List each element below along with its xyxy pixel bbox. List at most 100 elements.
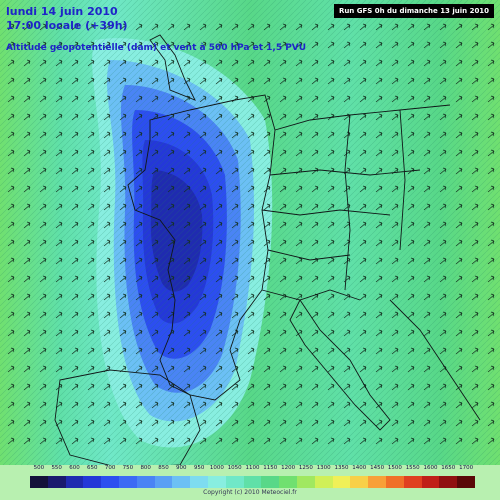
- wind-barb: [151, 329, 159, 337]
- wind-barb: [311, 365, 319, 373]
- wind-barb: [279, 221, 287, 229]
- legend-swatch: [439, 476, 458, 488]
- wind-barb: [359, 149, 367, 157]
- wind-barb: [119, 329, 127, 337]
- wind-barb: [455, 221, 463, 229]
- wind-barb: [295, 239, 303, 247]
- wind-barb: [71, 149, 79, 157]
- wind-barb: [263, 257, 271, 265]
- wind-barb: [103, 437, 111, 445]
- wind-barb: [71, 329, 79, 337]
- wind-barb: [87, 257, 95, 265]
- wind-barb: [487, 275, 495, 283]
- wind-barb: [231, 167, 239, 175]
- wind-barb: [55, 185, 63, 193]
- wind-barb: [487, 311, 495, 319]
- wind-barb: [215, 365, 223, 373]
- wind-barb: [119, 437, 127, 445]
- wind-barb: [487, 203, 495, 211]
- wind-barb: [439, 185, 447, 193]
- wind-barb: [71, 167, 79, 175]
- wind-barb: [119, 239, 127, 247]
- wind-barb: [295, 275, 303, 283]
- wind-barb: [343, 275, 351, 283]
- wind-barb: [439, 419, 447, 427]
- wind-barb: [471, 59, 479, 67]
- wind-barb: [327, 95, 335, 103]
- wind-barb: [487, 419, 495, 427]
- wind-barb: [423, 419, 431, 427]
- wind-barb: [231, 347, 239, 355]
- wind-barb: [151, 41, 159, 49]
- wind-barb: [423, 203, 431, 211]
- wind-barb: [439, 23, 447, 31]
- wind-barb: [487, 59, 495, 67]
- wind-barb: [247, 401, 255, 409]
- wind-barb: [295, 113, 303, 121]
- wind-barb: [279, 239, 287, 247]
- wind-barb: [87, 311, 95, 319]
- wind-barb: [135, 203, 143, 211]
- wind-barb: [23, 311, 31, 319]
- wind-barb: [151, 23, 159, 31]
- wind-barb: [135, 257, 143, 265]
- wind-barb: [55, 311, 63, 319]
- wind-barb: [183, 257, 191, 265]
- legend-swatch: [421, 476, 440, 488]
- wind-barb: [247, 383, 255, 391]
- wind-barb: [327, 293, 335, 301]
- wind-barb: [119, 149, 127, 157]
- wind-barb: [471, 401, 479, 409]
- wind-barb: [231, 239, 239, 247]
- wind-barb: [263, 203, 271, 211]
- wind-barb: [87, 59, 95, 67]
- wind-barb: [279, 401, 287, 409]
- wind-barb: [183, 221, 191, 229]
- wind-barb: [455, 77, 463, 85]
- wind-barb: [183, 383, 191, 391]
- wind-barb: [199, 365, 207, 373]
- wind-barb: [151, 365, 159, 373]
- wind-barb: [471, 77, 479, 85]
- wind-barb: [231, 77, 239, 85]
- wind-barb: [471, 419, 479, 427]
- wind-barb: [375, 239, 383, 247]
- wind-barb: [263, 383, 271, 391]
- wind-barb: [87, 131, 95, 139]
- wind-barb: [439, 437, 447, 445]
- country-borders: [54, 34, 481, 469]
- wind-barb: [119, 293, 127, 301]
- wind-barb: [311, 41, 319, 49]
- wind-barb: [55, 365, 63, 373]
- coastline-uk: [149, 34, 196, 101]
- wind-barb: [215, 311, 223, 319]
- wind-barb: [7, 347, 15, 355]
- wind-barb: [39, 167, 47, 175]
- wind-hatch-overlay: [0, 0, 500, 470]
- wind-barb: [423, 59, 431, 67]
- wind-barb: [215, 293, 223, 301]
- wind-barb: [215, 275, 223, 283]
- wind-barb: [23, 203, 31, 211]
- wind-barb: [247, 131, 255, 139]
- wind-barb: [359, 401, 367, 409]
- wind-barb: [23, 329, 31, 337]
- legend-swatch: [118, 476, 137, 488]
- wind-barb: [151, 257, 159, 265]
- wind-barb: [119, 275, 127, 283]
- wind-barb: [247, 59, 255, 67]
- wind-barb: [23, 257, 31, 265]
- wind-barb: [151, 131, 159, 139]
- wind-barb: [407, 419, 415, 427]
- wind-barb: [343, 77, 351, 85]
- wind-barb: [71, 383, 79, 391]
- wind-barb: [327, 401, 335, 409]
- wind-barb: [103, 185, 111, 193]
- wind-barb: [439, 131, 447, 139]
- wind-barb: [199, 185, 207, 193]
- wind-barb: [391, 59, 399, 67]
- wind-barb: [199, 149, 207, 157]
- wind-barb: [55, 293, 63, 301]
- wind-barb: [391, 239, 399, 247]
